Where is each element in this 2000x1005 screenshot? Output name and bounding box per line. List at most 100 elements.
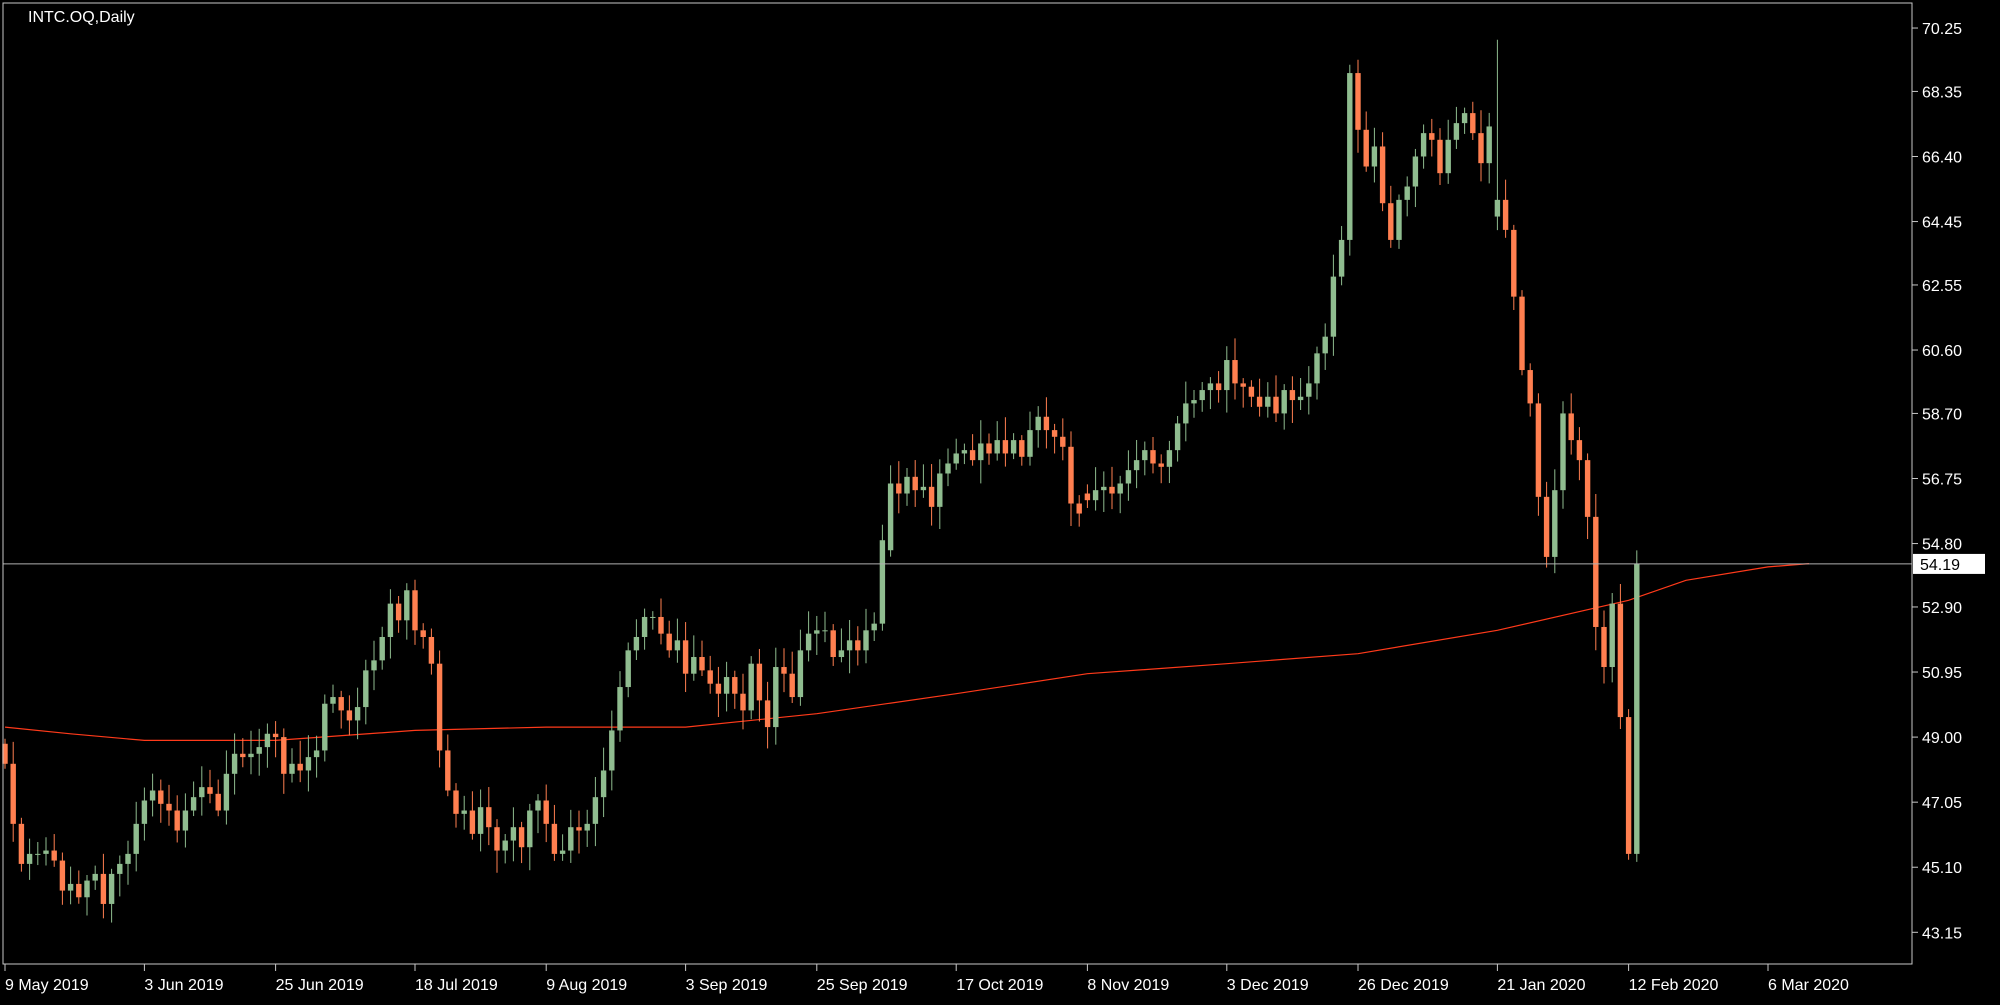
candles-layer[interactable] [2,39,1640,923]
candle-body [1568,413,1574,441]
candle-body [1560,413,1566,491]
candle-body [346,710,353,721]
candle [1494,39,1501,231]
candle [633,619,640,660]
candle [1470,101,1476,140]
candle-body [920,486,927,491]
x-tick-label: 25 Jun 2019 [276,977,364,994]
candle-body [1601,626,1607,668]
candle [1240,378,1246,408]
x-tick-label: 26 Dec 2019 [1358,977,1449,994]
candle-body [764,700,771,728]
candle-body [1576,440,1583,461]
candle [354,687,361,740]
candle [1535,393,1542,516]
candle [346,695,353,736]
candle-body [551,823,558,854]
candle [1092,467,1099,511]
candle [108,868,115,923]
candle [1158,454,1164,484]
candle-body [1429,133,1435,140]
candle-body [59,860,66,891]
candle [887,465,894,557]
candle [1617,584,1624,729]
y-tick-label: 50.95 [1922,665,1962,682]
candle [1445,119,1451,184]
candle-body [1109,486,1115,494]
candle [1027,411,1033,466]
y-tick-label: 45.10 [1922,860,1962,877]
candle [76,870,82,904]
candle-body [100,873,107,904]
candle [584,809,590,847]
candle-body [461,810,467,814]
candle-body [855,640,861,651]
candle [1634,550,1640,862]
candle [1101,471,1107,512]
candle [1224,346,1230,413]
candle [117,855,123,897]
candle [1035,406,1041,448]
candle-body [961,450,968,454]
candle-body [625,650,631,688]
candle [338,690,344,729]
candle-body [994,440,1000,454]
candle-body [354,707,361,721]
candle [453,783,459,828]
candle [576,810,582,854]
candle-body [1535,403,1542,497]
candle-body [1314,353,1320,384]
candle [141,787,148,841]
candle-body [1133,460,1140,471]
candle [625,642,631,698]
candle-body [2,743,8,764]
candle-body [543,800,549,824]
candle [658,598,664,645]
candle [986,433,992,465]
candle-body [822,630,828,632]
candle-body [1412,156,1419,187]
candle-body [174,810,180,831]
candle-body [1043,416,1050,431]
candle [1609,593,1615,683]
candle [510,807,517,862]
candle [551,804,558,861]
current-price-label: 54.19 [1920,557,1960,574]
candle [281,728,287,794]
candle [707,655,713,694]
candle [461,795,467,830]
candle [1125,450,1132,501]
candle-body [986,443,992,454]
candle-body [1224,360,1230,391]
candle-body [1396,199,1402,240]
candle [67,866,74,905]
candle [395,596,402,633]
x-tick-label: 17 Oct 2019 [956,977,1043,994]
candle-body [248,753,254,758]
candle [1453,106,1460,149]
candle [822,611,828,643]
candle [699,640,705,677]
y-tick-label: 62.55 [1922,278,1962,295]
candle [256,728,262,776]
candle-body [1191,400,1197,404]
candle [1347,64,1353,256]
candle [682,622,689,693]
y-tick-label: 52.90 [1922,600,1962,617]
candle [1191,389,1197,418]
candle [502,834,508,864]
candle-body [1084,493,1091,501]
candle [322,694,328,762]
x-axis: 9 May 2019 3 Jun 2019 25 Jun 2019 18 Jul 20… [4,964,1849,994]
x-tick-label: 9 Aug 2019 [546,977,627,994]
candle-body [1142,450,1148,461]
candle-body [748,663,754,711]
candle [1593,493,1599,651]
y-tick-label: 47.05 [1922,795,1962,812]
x-tick-label: 12 Feb 2020 [1629,977,1719,994]
candle-body [535,800,541,811]
candle [740,673,746,730]
candle-body [1060,436,1066,447]
